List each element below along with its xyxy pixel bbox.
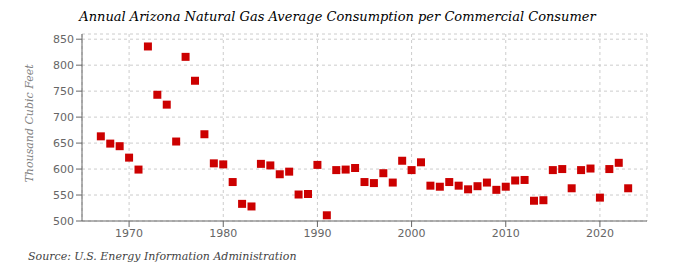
svg-text:700: 700 (53, 111, 74, 124)
html-text:Source: U.S. Energy Informatio: Source: U.S. Energy Information Administ… (28, 250, 297, 263)
svg-text:850: 850 (53, 33, 74, 46)
svg-text:1970: 1970 (115, 227, 143, 240)
svg-text:600: 600 (53, 163, 74, 176)
svg-text:2010: 2010 (492, 227, 520, 240)
svg-text:1990: 1990 (303, 227, 331, 240)
html-text:Annual Arizona Natural Gas Ave: Annual Arizona Natural Gas Average Consu… (79, 9, 596, 24)
svg-text:800: 800 (53, 59, 74, 72)
svg-text:2000: 2000 (398, 227, 426, 240)
svg-text:650: 650 (53, 137, 74, 150)
svg-text:2020: 2020 (586, 227, 614, 240)
svg-text:Thousand Cubic Feet: Thousand Cubic Feet (23, 64, 36, 183)
svg-text:500: 500 (53, 215, 74, 228)
svg-text:550: 550 (53, 189, 74, 202)
svg-text:1980: 1980 (209, 227, 237, 240)
svg-text:750: 750 (53, 85, 74, 98)
